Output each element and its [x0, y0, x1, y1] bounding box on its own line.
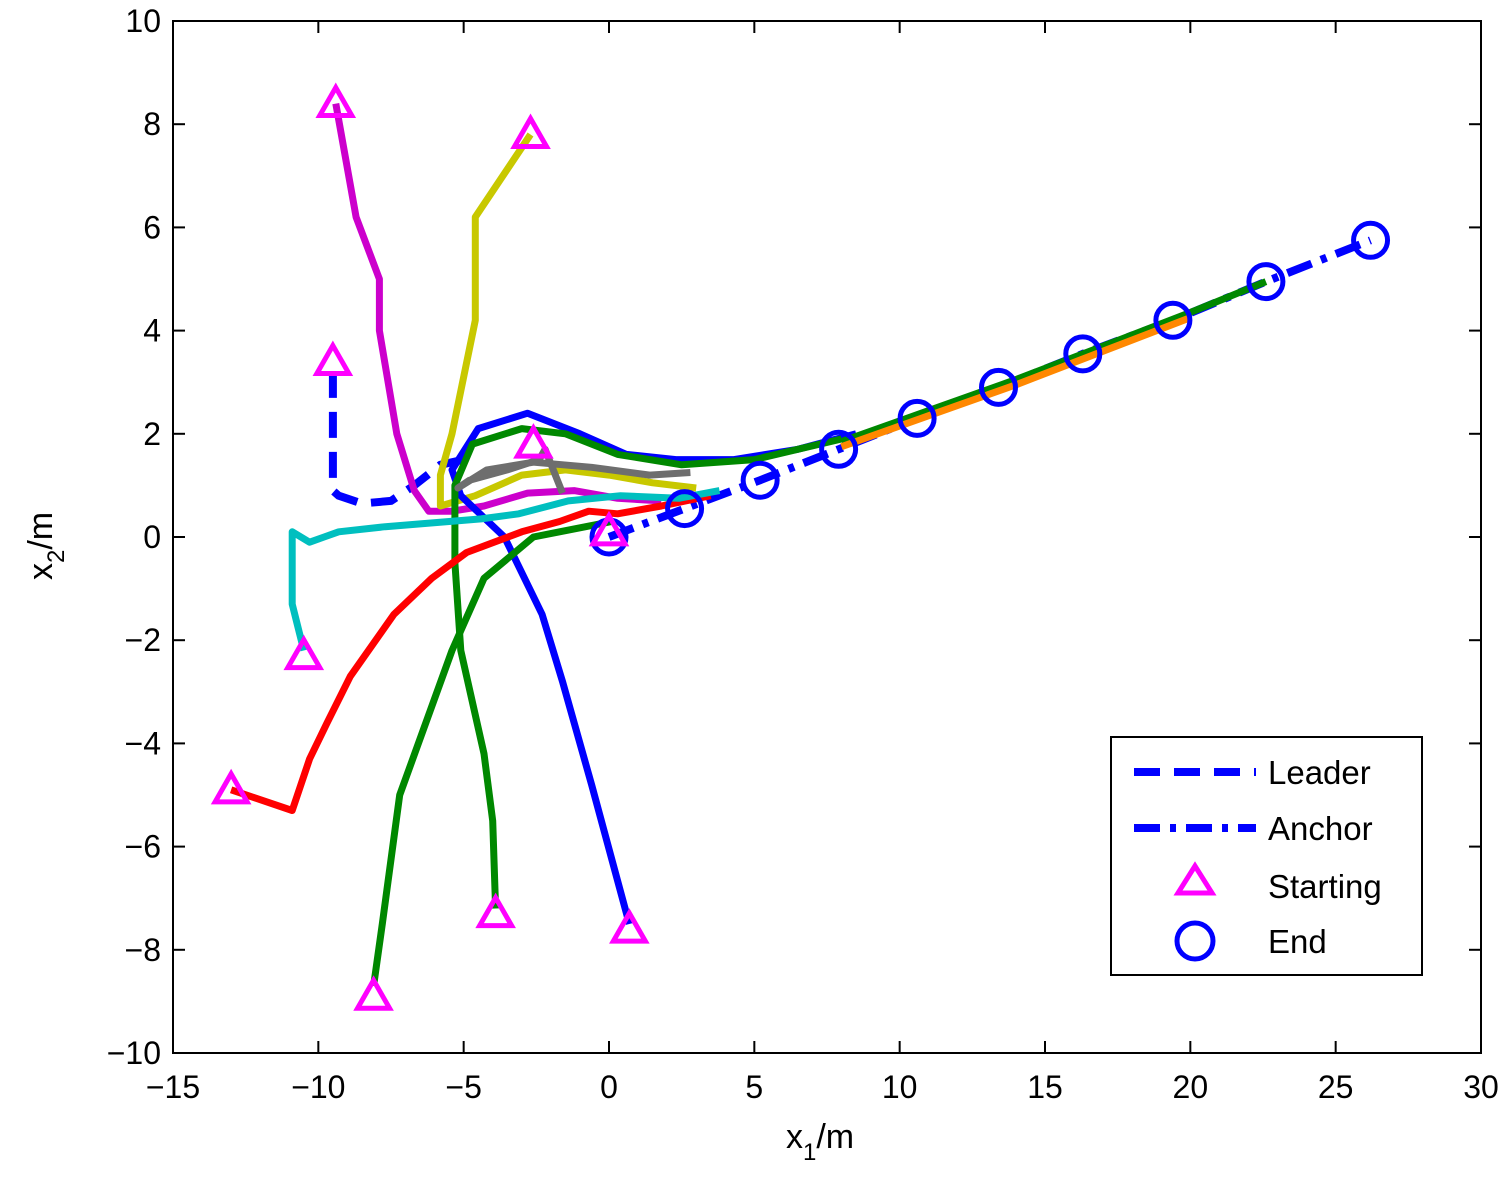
series-follower-cyan [288, 487, 721, 652]
end-marker [1063, 334, 1103, 374]
end-marker [1351, 220, 1391, 260]
legend-end-swatch [1174, 920, 1216, 962]
series-follower-formation-1 [840, 278, 1268, 445]
x-axis-label-sub: 1 [803, 1139, 816, 1166]
y-axis-label-unit: /m [22, 512, 60, 550]
y-tick-label: 10 [125, 3, 161, 39]
y-axis-label: x2/m [22, 512, 70, 580]
start-marker [588, 510, 630, 547]
end-marker [897, 398, 937, 438]
y-tick-label: 4 [143, 313, 161, 349]
start-marker [283, 634, 325, 671]
end-marker [1153, 300, 1193, 340]
y-tick-label: 8 [143, 106, 161, 142]
legend: Leader Anchor Starting End [1110, 736, 1423, 976]
series-follower-magenta [332, 102, 662, 515]
end-marker [665, 489, 705, 529]
y-axis-label-base: x [22, 563, 60, 580]
series-follower-red [229, 492, 712, 814]
end-marker [978, 367, 1018, 407]
end-marker [1246, 262, 1286, 302]
legend-starting-swatch [1173, 861, 1217, 896]
start-marker [510, 113, 551, 150]
x-tick-label: 25 [1318, 1069, 1354, 1105]
start-marker [315, 82, 357, 119]
series-follower-green-1 [451, 425, 843, 909]
y-tick-label: 0 [143, 519, 161, 555]
legend-leader-label: Leader [1268, 754, 1371, 791]
y-tick-label: −10 [107, 1035, 161, 1071]
y-tick-label: 2 [143, 416, 161, 452]
start-marker [312, 340, 354, 377]
x-tick-label: −5 [445, 1069, 481, 1105]
x-tick-label: 15 [1027, 1069, 1063, 1105]
end-marker [819, 429, 859, 469]
x-tick-label: 0 [600, 1069, 618, 1105]
start-marker [609, 908, 650, 944]
series-follower-yellow [436, 132, 697, 510]
x-tick-label: 20 [1173, 1069, 1209, 1105]
x-axis-label: x1/m [786, 1118, 854, 1166]
start-marker [513, 423, 554, 459]
start-marker [210, 768, 252, 805]
x-tick-label: −10 [291, 1069, 345, 1105]
series-follower-blue [448, 409, 858, 925]
series-follower-green-2 [370, 518, 613, 987]
x-tick-label: −15 [146, 1069, 200, 1105]
series-leader [328, 371, 465, 508]
legend-starting-label: Starting [1268, 868, 1382, 905]
marker-layer [210, 82, 1391, 1011]
x-axis-label-unit: /m [816, 1118, 854, 1156]
legend-end-label: End [1268, 923, 1327, 960]
y-tick-label: −4 [125, 725, 161, 761]
y-tick-label: −6 [125, 829, 161, 865]
legend-anchor-label: Anchor [1268, 810, 1373, 847]
start-marker [353, 975, 394, 1011]
y-axis-ticks: −10 −8 −6 −4 −2 0 2 4 6 8 10 [107, 3, 1481, 1071]
end-marker [740, 460, 780, 500]
y-tick-label: −8 [125, 932, 161, 968]
y-axis-label-group: x2/m [22, 512, 70, 580]
x-tick-label: 30 [1463, 1069, 1499, 1105]
start-marker [475, 892, 516, 929]
x-axis-ticks: −15 −10 −5 0 5 10 15 20 25 30 [146, 21, 1499, 1105]
y-tick-label: −2 [125, 622, 161, 658]
x-tick-label: 5 [745, 1069, 763, 1105]
y-axis-label-sub: 2 [43, 550, 70, 563]
legend-box [1110, 736, 1423, 976]
y-tick-label: 6 [143, 209, 161, 245]
x-axis-label-base: x [786, 1118, 803, 1156]
x-tick-label: 10 [882, 1069, 918, 1105]
